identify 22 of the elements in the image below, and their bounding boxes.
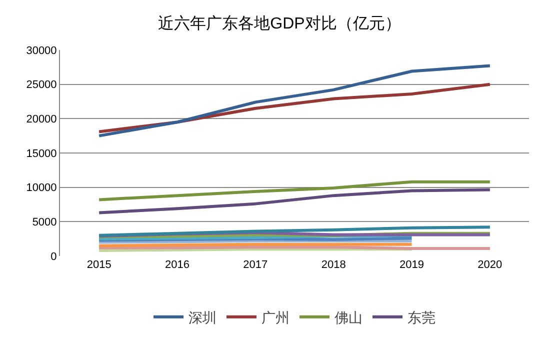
chart-title: 近六年广东各地GDP对比（亿元） bbox=[158, 14, 401, 32]
x-tick-label: 2015 bbox=[86, 259, 112, 271]
legend-label: 广州 bbox=[262, 309, 290, 326]
y-tick-label: 0 bbox=[50, 250, 57, 263]
y-tick-label: 25000 bbox=[26, 79, 57, 92]
y-tick-label: 5000 bbox=[32, 216, 57, 229]
line-series bbox=[98, 64, 492, 138]
line-series bbox=[98, 226, 492, 237]
y-tick-label: 30000 bbox=[26, 44, 57, 57]
legend-label: 深圳 bbox=[188, 309, 216, 326]
legend-label: 东莞 bbox=[408, 309, 436, 326]
legend-label: 佛山 bbox=[334, 309, 362, 326]
y-tick-label: 15000 bbox=[26, 148, 57, 160]
x-tick-label: 2017 bbox=[243, 259, 268, 271]
y-tick-label: 10000 bbox=[26, 182, 57, 194]
line-series bbox=[98, 188, 492, 214]
y-tick-label: 20000 bbox=[26, 114, 57, 126]
x-tick-label: 2019 bbox=[400, 259, 424, 271]
x-tick-label: 2018 bbox=[321, 259, 346, 271]
x-tick-label: 2016 bbox=[165, 259, 190, 271]
line-series bbox=[98, 180, 492, 202]
x-tick-label: 2020 bbox=[478, 259, 502, 271]
